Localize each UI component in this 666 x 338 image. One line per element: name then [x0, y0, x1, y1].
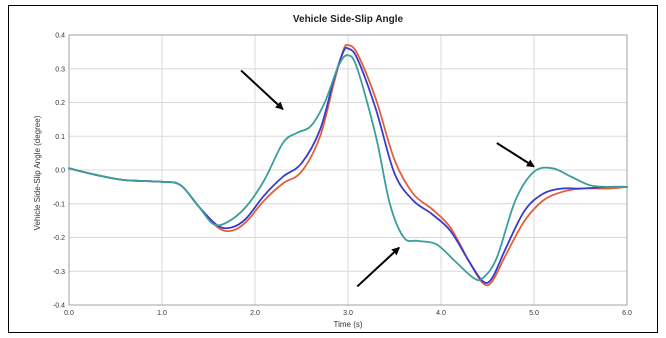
annotation-arrow-1	[240, 69, 284, 110]
y-tick-label: -0.3	[53, 269, 65, 276]
series-group	[68, 43, 628, 287]
y-axis-label: Vehicle Side-Slip Angle (degree)	[33, 115, 42, 230]
x-tick-label: 6.0	[622, 310, 632, 317]
x-tick-label: 1.0	[157, 310, 167, 317]
y-tick-label: -0.1	[53, 201, 65, 208]
chart-title: Vehicle Side-Slip Angle	[293, 14, 404, 25]
y-tick-labels: -0.4 -0.3 -0.2 -0.1 0.0 0.1 0.2 0.3 0.4	[53, 33, 65, 310]
x-tick-label: 5.0	[529, 310, 539, 317]
y-tick-label: -0.2	[53, 235, 65, 242]
x-tick-label: 0.0	[64, 310, 74, 317]
y-tick-label: 0.1	[55, 134, 65, 141]
grid	[68, 34, 628, 306]
x-axis-label: Time (s)	[333, 320, 362, 329]
x-tick-labels: 0.0 1.0 2.0 3.0 4.0 5.0 6.0	[64, 310, 632, 317]
chart-frame	[8, 5, 658, 333]
y-tick-label: 0.0	[55, 168, 65, 175]
y-tick-label: 0.2	[55, 100, 65, 107]
plot-border	[68, 34, 628, 306]
y-tick-label: 0.3	[55, 66, 65, 73]
x-tick-label: 3.0	[343, 310, 353, 317]
x-tick-label: 2.0	[250, 310, 260, 317]
annotation-arrow-3	[496, 142, 535, 168]
annotations	[240, 69, 535, 288]
y-tick-label: 0.4	[55, 33, 65, 40]
x-tick-label: 4.0	[436, 310, 446, 317]
series-line-3	[68, 54, 628, 282]
annotation-arrow-2	[356, 246, 400, 288]
y-tick-label: -0.4	[53, 303, 65, 310]
